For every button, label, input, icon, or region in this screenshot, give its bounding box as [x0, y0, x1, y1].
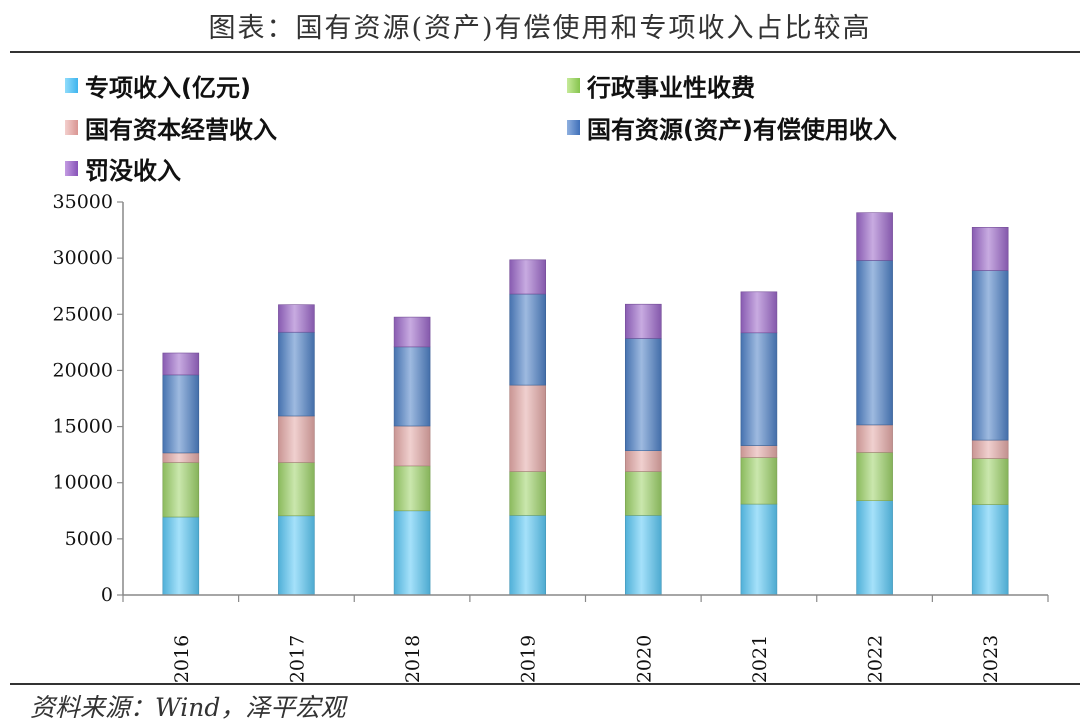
x-tick-label-2016: 2016 [171, 635, 193, 683]
bar-fine-2022 [856, 212, 893, 261]
x-tick-label-2021: 2021 [749, 635, 771, 683]
bar-admin-2020 [624, 471, 662, 516]
y-tick-label-15000: 15000 [53, 416, 113, 438]
bar-admin-2016 [162, 462, 200, 518]
legend-swatch-resource [567, 120, 580, 135]
bar-capital-2019 [509, 384, 547, 472]
bar-admin-2021 [740, 457, 778, 505]
legend-label-admin: 行政事业性收费 [587, 74, 755, 102]
x-tick-label-2022: 2022 [865, 635, 887, 683]
legend-item-special: 专项收入(亿元) [65, 68, 251, 103]
bar-admin-2022 [856, 452, 893, 501]
legend-swatch-fine [65, 161, 78, 176]
legend-swatch-capital [65, 120, 78, 135]
y-tick-label-20000: 20000 [53, 359, 113, 381]
x-tick-label-2023: 2023 [980, 635, 1002, 683]
legend-item-resource: 国有资源(资产)有偿使用收入 [567, 110, 897, 145]
bar-fine-2018 [393, 316, 431, 348]
bar-resource-2016 [162, 374, 200, 454]
y-tick-label-10000: 10000 [53, 472, 113, 494]
axes-group: 0 5000 10000 15000 20000 25000 30000 35000 2016 2… [53, 191, 1049, 683]
bar-special-2016 [162, 516, 200, 596]
legend-label-capital: 国有资本经营收入 [85, 116, 277, 144]
bar-resource-2017 [278, 331, 315, 417]
bar-fine-2017 [278, 304, 315, 333]
bar-capital-2017 [278, 415, 315, 463]
bar-capital-2018 [393, 425, 431, 467]
bar-fine-2021 [740, 291, 778, 334]
legend-swatch-admin [567, 78, 580, 93]
x-tick-label-2019: 2019 [518, 635, 540, 683]
bar-special-2022 [856, 500, 893, 596]
top-rule [10, 51, 1080, 53]
bar-resource-2023 [971, 270, 1009, 441]
bar-fine-2019 [509, 259, 547, 295]
legend-item-fine: 罚没收入 [65, 151, 181, 186]
bars-group [162, 212, 1009, 596]
x-tick-label-2020: 2020 [633, 635, 655, 683]
legend-item-capital: 国有资本经营收入 [65, 110, 277, 145]
x-tick-label-2017: 2017 [286, 635, 308, 683]
legend-label-resource: 国有资源(资产)有偿使用收入 [587, 116, 897, 144]
bar-special-2023 [971, 504, 1009, 596]
bar-admin-2023 [971, 458, 1009, 505]
bar-resource-2018 [393, 346, 431, 427]
bar-fine-2020 [624, 303, 662, 339]
bar-resource-2021 [740, 332, 778, 446]
bottom-rule [10, 683, 1080, 685]
bar-special-2019 [509, 514, 547, 596]
bar-resource-2020 [624, 338, 662, 451]
bar-fine-2023 [971, 227, 1009, 271]
bar-capital-2023 [971, 439, 1009, 459]
bar-fine-2016 [162, 352, 200, 376]
legend-swatch-special [65, 78, 78, 93]
bar-capital-2021 [740, 445, 778, 458]
legend-label-fine: 罚没收入 [85, 157, 181, 185]
bar-resource-2019 [509, 293, 547, 386]
chart-title: 图表：国有资源(资产)有偿使用和专项收入占比较高 [208, 13, 872, 44]
bar-capital-2020 [624, 450, 662, 472]
y-tick-label-0: 0 [101, 584, 113, 606]
bar-capital-2022 [856, 424, 893, 453]
y-tick-label-35000: 35000 [53, 191, 113, 213]
bar-special-2021 [740, 503, 778, 596]
bar-special-2020 [624, 514, 662, 596]
x-tick-label-2018: 2018 [402, 635, 424, 683]
y-tick-label-5000: 5000 [65, 528, 113, 550]
legend-label-special: 专项收入(亿元) [85, 74, 251, 102]
bar-resource-2022 [856, 260, 893, 426]
y-tick-label-25000: 25000 [53, 303, 113, 325]
legend-item-admin: 行政事业性收费 [567, 68, 755, 103]
y-tick-label-30000: 30000 [53, 247, 113, 269]
bar-admin-2019 [509, 471, 547, 516]
bar-special-2017 [278, 515, 315, 596]
bar-special-2018 [393, 510, 431, 596]
bar-admin-2017 [278, 462, 315, 517]
bar-capital-2016 [162, 452, 200, 463]
source-note: 资料来源：Wind，泽平宏观 [30, 693, 346, 722]
bar-admin-2018 [393, 465, 431, 512]
